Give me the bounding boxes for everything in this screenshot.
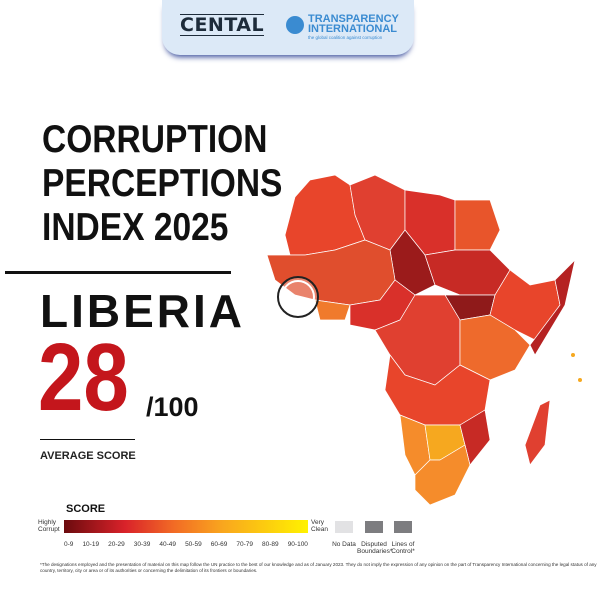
africa-map — [266, 174, 582, 506]
country-name: LIBERIA — [40, 285, 245, 337]
region-egypt — [454, 199, 501, 251]
island — [578, 378, 582, 382]
transparency-international-icon — [286, 16, 304, 34]
footnote: *The designations employed and the prese… — [40, 562, 597, 573]
lines-of-control-swatch — [394, 521, 412, 533]
disputed-label: Disputed Boundaries* — [357, 541, 393, 555]
transparency-international-logo: TRANSPARENCY INTERNATIONAL the global co… — [308, 13, 399, 41]
region-mozambique — [459, 409, 491, 466]
region-madagascar — [524, 399, 551, 466]
region-somalia — [529, 259, 576, 356]
liberia-highlight-marker — [277, 276, 319, 318]
region-southafrica — [414, 444, 471, 506]
legend-ranges: 0-9 10-19 20-29 30-39 40-49 50-59 60-69 … — [64, 541, 308, 548]
region-sudan — [424, 249, 511, 296]
score-max: /100 — [146, 392, 199, 422]
score-value: 28 — [38, 324, 129, 431]
lines-of-control-label: Lines of Control* — [391, 541, 415, 555]
island — [571, 353, 575, 357]
legend-title: SCORE — [66, 503, 106, 515]
legend-color-scale — [64, 520, 308, 533]
page-title: CORRUPTION PERCEPTIONS INDEX 2025 — [42, 118, 283, 249]
no-data-swatch — [335, 521, 353, 533]
divider — [5, 271, 231, 274]
divider — [40, 439, 135, 440]
score-label: AVERAGE SCORE — [40, 450, 136, 462]
cental-logo: CENTAL — [180, 14, 265, 36]
legend-high-label: Very Clean — [311, 519, 328, 533]
legend-low-label: Highly Corrupt — [38, 519, 60, 533]
no-data-label: No Data — [332, 541, 356, 548]
disputed-boundaries-swatch — [365, 521, 383, 533]
region-coastal — [314, 299, 351, 321]
logo-banner: CENTAL TRANSPARENCY INTERNATIONAL the gl… — [162, 0, 414, 55]
